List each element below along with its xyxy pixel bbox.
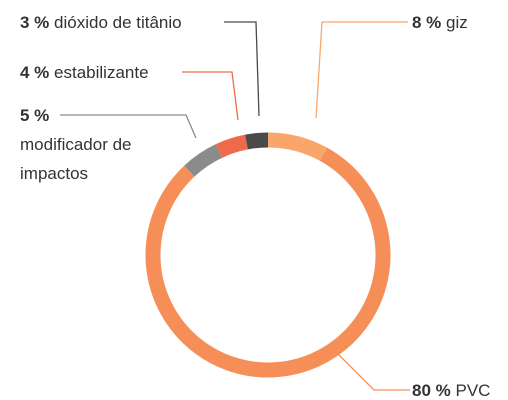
value-label: 8 %: [412, 13, 442, 32]
category-label: giz: [446, 13, 468, 32]
label: 8 % giz: [412, 8, 468, 37]
value-label: 5 %: [20, 106, 50, 125]
category-label: estabilizante: [54, 63, 149, 82]
value-label: 80 %: [412, 381, 451, 400]
donut-segment: [145, 147, 391, 378]
donut-segment: [267, 132, 328, 161]
label: 80 % PVC: [412, 376, 490, 400]
value-label: 3 %: [20, 13, 50, 32]
category-label: modificador de impactos: [20, 135, 132, 183]
leader-line: [224, 21, 260, 117]
donut-segment: [245, 132, 269, 150]
label: 3 % dióxido de titânio: [20, 8, 182, 37]
donut-segment: [215, 134, 249, 158]
label: 5 % modificador de impactos: [20, 101, 150, 188]
leader-line: [335, 351, 410, 391]
label: 4 % estabilizante: [20, 58, 149, 87]
category-label: dióxido de titânio: [54, 13, 182, 32]
leader-line: [315, 21, 408, 119]
value-label: 4 %: [20, 63, 50, 82]
leader-line: [182, 71, 239, 121]
donut-segment: [184, 144, 223, 177]
leader-line: [60, 114, 197, 139]
category-label: PVC: [455, 381, 491, 400]
